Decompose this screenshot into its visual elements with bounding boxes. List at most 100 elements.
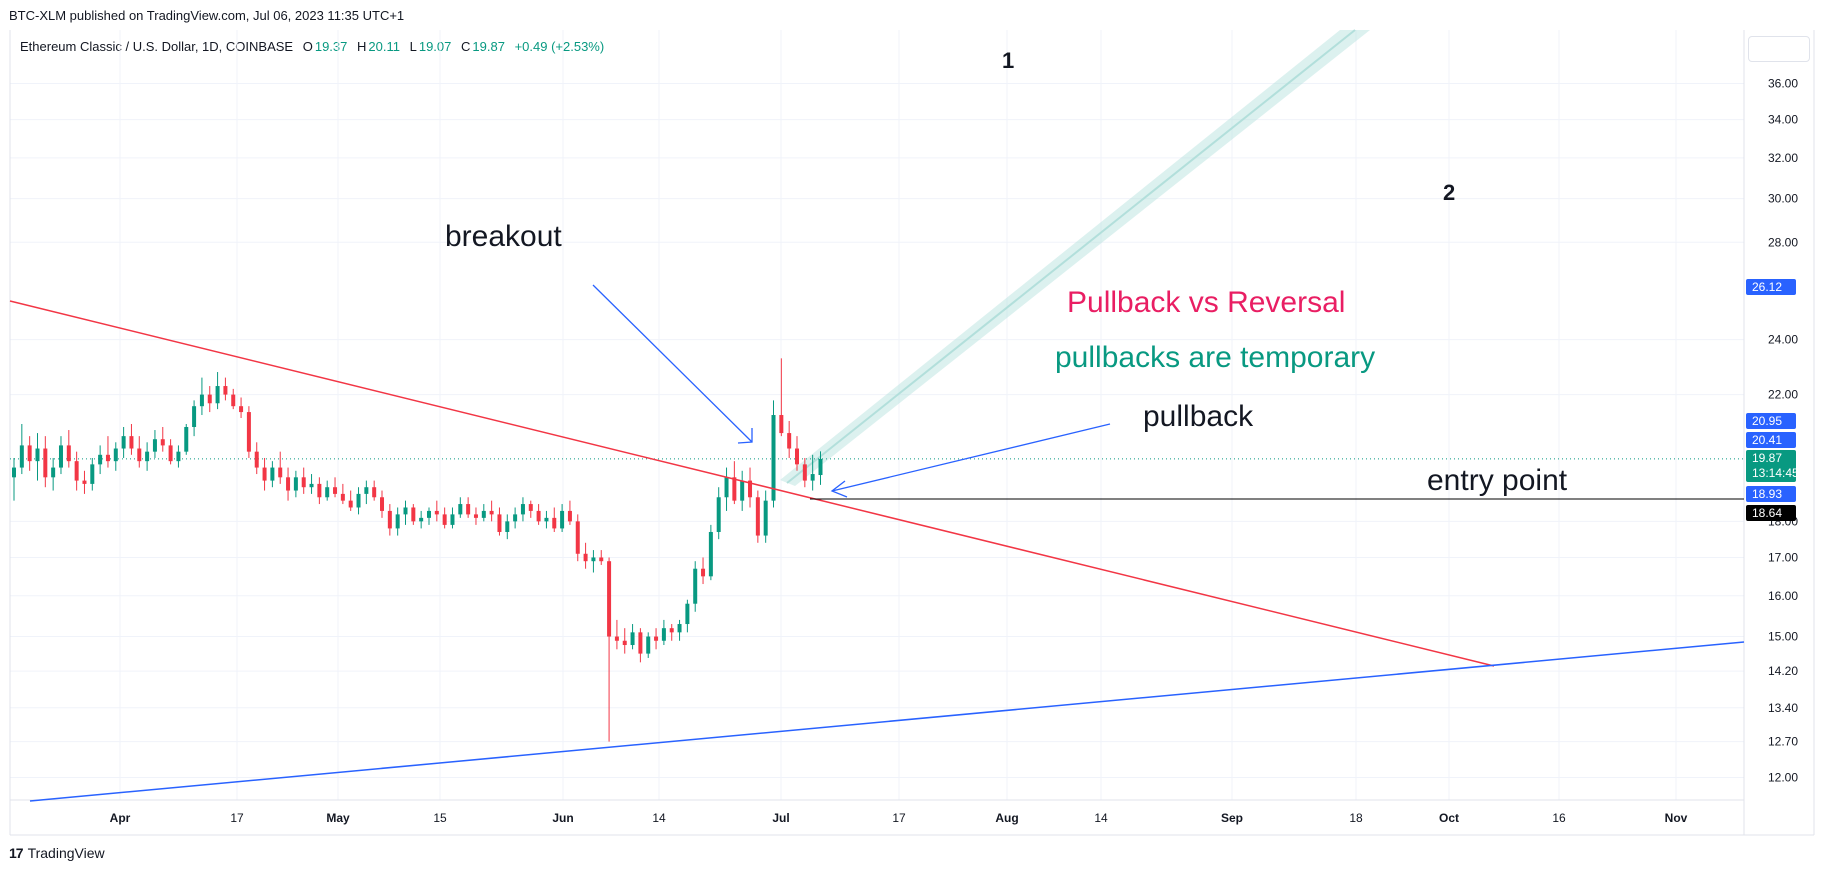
candle-body (239, 406, 244, 413)
y-tick-label: 16.00 (1768, 589, 1798, 603)
y-tick-label: 28.00 (1768, 235, 1798, 249)
tradingview-brand: TradingView (27, 845, 105, 861)
candle-body (497, 514, 502, 532)
symbol-name[interactable]: Ethereum Classic / U.S. Dollar, 1D, COIN… (20, 39, 294, 54)
low-value: 19.07 (418, 39, 452, 54)
candle-body (403, 507, 408, 515)
candle-body (685, 603, 690, 625)
published-by-header: BTC-XLM published on TradingView.com, Ju… (9, 8, 405, 23)
candle-body (591, 557, 596, 562)
candle-body (654, 636, 659, 641)
descending-trendline (9, 300, 1495, 667)
candle-body (740, 480, 745, 501)
candle-body (450, 514, 455, 525)
candle-body (614, 636, 619, 641)
candle-body (489, 510, 494, 515)
candle-body (607, 561, 612, 637)
candle-body (481, 510, 486, 518)
x-tick-label: 17 (230, 811, 244, 825)
candle-body (278, 467, 283, 478)
pullback-arrow (831, 423, 1111, 492)
price-axis-label: 19.87 (1752, 451, 1782, 465)
candle-body (90, 464, 95, 484)
price-axis-label-bg (1746, 450, 1796, 482)
candle-body (434, 510, 439, 515)
candle-body (630, 632, 635, 646)
candle-body (520, 504, 525, 515)
x-tick-label: May (326, 811, 350, 825)
candle-body (58, 445, 63, 468)
candle-body (19, 445, 24, 468)
price-axis-label-bg (1746, 486, 1796, 502)
candle-body (364, 487, 369, 494)
candle-body (129, 436, 134, 449)
candle-body (505, 521, 510, 532)
candle-body (426, 510, 431, 518)
price-chart[interactable]: 1 2 breakout Pullback vs Reversal pullbacks … (0, 0, 1824, 840)
tradingview-logo: 17 (9, 845, 24, 861)
projection-channel-center (786, 29, 1356, 484)
high-value: 20.11 (368, 39, 400, 54)
candle-body (575, 521, 580, 554)
price-axis-label: 18.93 (1752, 487, 1782, 501)
candle-body (168, 445, 173, 462)
candle-body (66, 445, 71, 462)
candle-body (286, 477, 291, 491)
candle-body (325, 487, 330, 498)
price-axis-label-bg (1746, 413, 1796, 429)
candle-body (160, 439, 165, 446)
breakout-arrow (592, 284, 753, 443)
candle-body (716, 497, 721, 532)
candle-body (748, 480, 753, 498)
candle-body (779, 415, 784, 434)
y-tick-label: 30.00 (1768, 192, 1798, 206)
x-tick-label: 14 (1094, 811, 1108, 825)
candle-body (544, 517, 549, 522)
candle-body (419, 517, 424, 522)
candle-body (176, 451, 181, 462)
price-axis-label-bg (1746, 279, 1796, 295)
chart-settings-box[interactable] (1748, 36, 1810, 62)
price-axis-label: 18.64 (1752, 506, 1782, 520)
candle-body (317, 483, 322, 498)
pullback-annotation: pullback (1143, 400, 1254, 433)
candle-body (74, 461, 79, 481)
price-axis-label-bg (1746, 432, 1796, 448)
annotation-label-2: 2 (1443, 180, 1455, 205)
price-axis-label-bg (1746, 505, 1796, 521)
price-axis-label: 20.95 (1752, 414, 1782, 428)
x-tick-label: Aug (995, 811, 1018, 825)
breakout-arrowhead (737, 428, 753, 444)
candle-body (646, 636, 651, 654)
y-tick-label: 36.00 (1768, 77, 1798, 91)
candle-body (395, 514, 400, 529)
candle-body (513, 514, 518, 522)
candle-body (301, 477, 306, 488)
open-value: 19.37 (314, 39, 348, 54)
low-label: L (409, 39, 417, 54)
candle-body (270, 467, 275, 481)
candle-body (638, 632, 643, 654)
candle-body (442, 514, 447, 525)
candle-body (223, 386, 228, 395)
price-axis-label: 20.41 (1752, 433, 1782, 447)
candle-body (536, 510, 541, 522)
candle-body (677, 624, 682, 633)
y-tick-label: 13.40 (1768, 701, 1798, 715)
candle-body (121, 436, 126, 449)
candle-body (12, 467, 16, 478)
x-tick-label: Oct (1439, 811, 1459, 825)
candle-body (372, 487, 377, 498)
candle-body (567, 510, 572, 522)
ascending-trendline (29, 641, 1745, 802)
candle-body (473, 514, 478, 518)
open-label: O (302, 39, 313, 54)
y-tick-label: 32.00 (1768, 151, 1798, 165)
candle-body (763, 500, 768, 536)
candle-body (137, 448, 142, 462)
candle-body (787, 433, 792, 449)
tradingview-footer[interactable]: 17 TradingView (9, 845, 105, 861)
pullbacks-temporary-annotation: pullbacks are temporary (1055, 341, 1375, 374)
x-tick-label: Sep (1221, 811, 1243, 825)
candle-body (35, 448, 40, 462)
